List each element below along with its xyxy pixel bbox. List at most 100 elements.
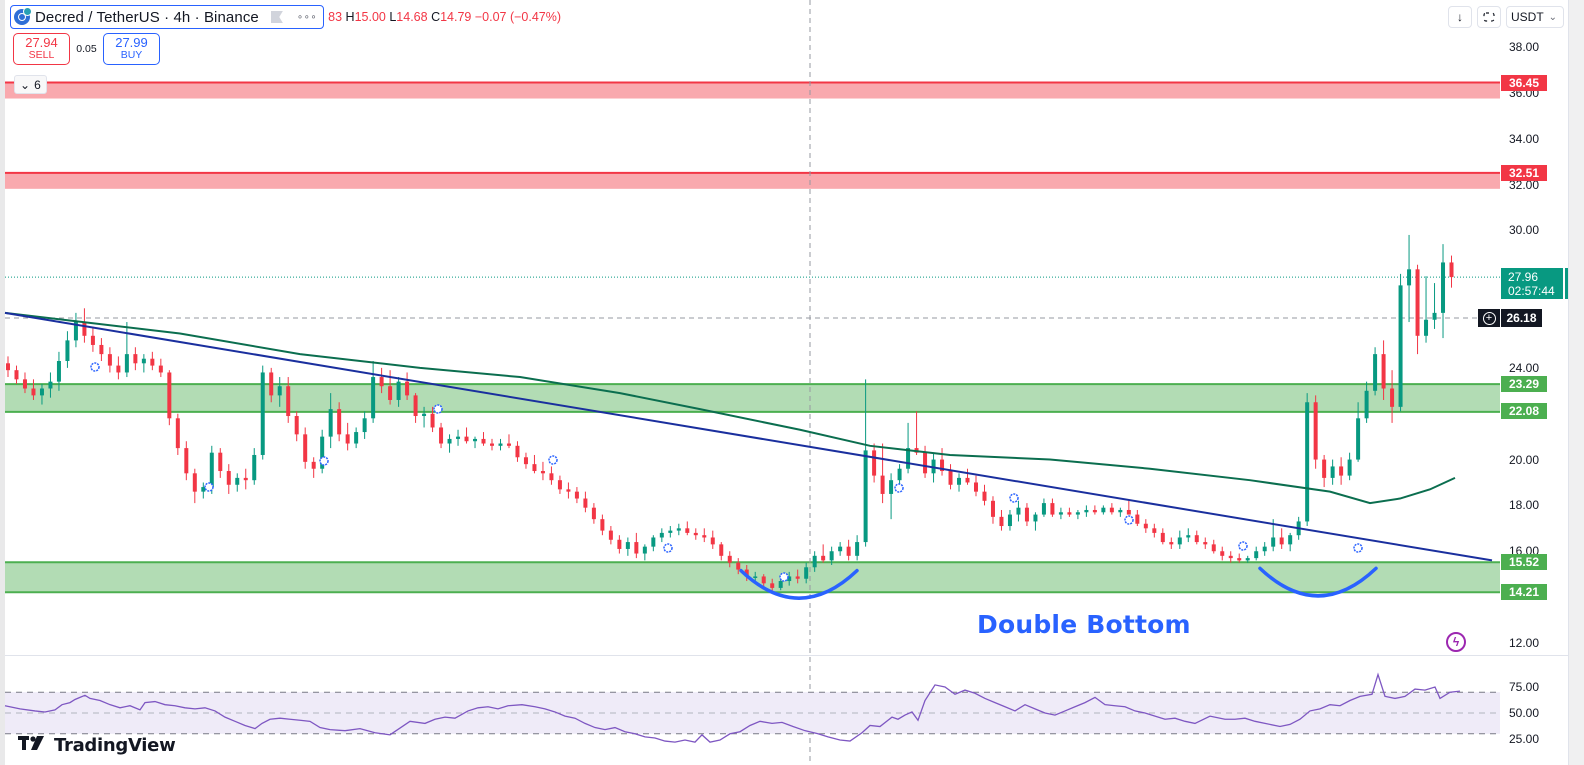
- close-value: 14.79: [440, 10, 472, 24]
- rsi-line: [4, 672, 1461, 743]
- candle-body: [218, 452, 223, 472]
- crosshair-price-tag: 26.18: [1501, 309, 1542, 327]
- buy-price: 27.99: [115, 35, 148, 50]
- candle-body: [736, 562, 741, 570]
- candle-body: [897, 468, 902, 481]
- candle-body: [1322, 459, 1327, 478]
- tradingview-logo[interactable]: TradingView: [18, 734, 176, 756]
- candle-body: [744, 569, 749, 577]
- candle-body: [439, 427, 444, 444]
- candle-body: [727, 555, 732, 563]
- candle-body: [1381, 354, 1386, 389]
- candle-body: [693, 532, 698, 536]
- event-marker: [433, 404, 443, 414]
- candle-body: [957, 477, 962, 485]
- candle-body: [804, 567, 809, 579]
- price-axis-tick: 12.00: [1509, 635, 1540, 650]
- rsi-axis-tick: 50.00: [1509, 706, 1540, 720]
- candle-body: [90, 335, 95, 345]
- candle-body: [906, 448, 911, 469]
- candle-body: [1288, 535, 1293, 545]
- price-axis-tick: 18.00: [1509, 498, 1540, 513]
- resistance-price-tag: 36.45: [1501, 75, 1547, 91]
- candle-body: [277, 386, 282, 396]
- candle-body: [889, 480, 894, 494]
- candle-body: [39, 388, 44, 396]
- sell-button[interactable]: 27.94 SELL: [13, 33, 70, 65]
- candle-body: [405, 381, 410, 396]
- candle-body: [608, 530, 613, 540]
- buy-button[interactable]: 27.99 BUY: [103, 33, 160, 65]
- candle-body: [184, 448, 189, 474]
- candle-body: [226, 471, 231, 485]
- candle-body: [940, 459, 945, 472]
- candle-body: [1279, 537, 1284, 545]
- zone-rect: [5, 172, 1500, 189]
- add-alert-button[interactable]: +: [1478, 309, 1500, 327]
- candle-body: [1033, 514, 1038, 522]
- candle-body: [719, 544, 724, 556]
- candle-body: [566, 489, 571, 492]
- candle-body: [31, 388, 36, 396]
- sell-label: SELL: [28, 49, 55, 61]
- trade-buttons: 27.94 SELL 0.05 27.99 BUY: [13, 33, 160, 65]
- candle-body: [676, 528, 681, 531]
- plus-circle-icon: +: [1482, 311, 1496, 325]
- event-marker: [1353, 543, 1363, 553]
- candle-body: [829, 551, 834, 561]
- fullscreen-button[interactable]: [1477, 6, 1501, 28]
- candle-body: [48, 381, 53, 389]
- candle-body: [999, 516, 1004, 527]
- candle-body: [175, 418, 180, 449]
- candle-body: [1024, 507, 1029, 522]
- candle-body: [490, 443, 494, 446]
- candle-body: [974, 482, 978, 492]
- candle-body: [863, 450, 868, 543]
- candle-body: [430, 413, 435, 428]
- lightning-icon[interactable]: ϟ: [1446, 632, 1466, 652]
- indicators-collapse-button[interactable]: ⌄ 6: [14, 75, 47, 94]
- pane-separator[interactable]: [5, 655, 1568, 656]
- candle-body: [982, 491, 987, 501]
- more-options-icon[interactable]: ∘∘∘: [296, 11, 318, 23]
- symbol-selector[interactable]: Decred / TetherUS · 4h · Binance ∘∘∘: [10, 5, 325, 29]
- candle-body: [133, 354, 138, 364]
- currency-select[interactable]: USDT ⌄: [1506, 6, 1564, 28]
- candle-body: [1373, 354, 1378, 391]
- right-scroll-edge[interactable]: [1568, 0, 1584, 765]
- candle-body: [1007, 514, 1012, 527]
- event-marker: [894, 483, 904, 493]
- top-right-controls: ↓ USDT ⌄: [1448, 6, 1564, 28]
- candle-body: [1364, 390, 1369, 419]
- candle-body: [557, 480, 562, 490]
- candle-body: [473, 438, 478, 442]
- ohlc-values: 83 H15.00 L14.68 C14.79 −0.07 (−0.47%): [328, 10, 561, 24]
- candle-body: [540, 471, 545, 474]
- event-marker: [319, 456, 329, 466]
- candle-body: [855, 542, 860, 556]
- event-marker: [204, 482, 214, 492]
- spread-value: 0.05: [76, 43, 97, 55]
- currency-value: USDT: [1511, 10, 1544, 24]
- candle-body: [1398, 285, 1403, 407]
- candle-body: [235, 477, 240, 485]
- flag-icon[interactable]: [270, 11, 283, 23]
- candle-body: [838, 546, 843, 552]
- event-marker: [779, 572, 789, 582]
- open-value-partial: 83: [328, 10, 343, 24]
- candle-body: [192, 473, 197, 492]
- price-axis-tick: 20.00: [1509, 452, 1540, 467]
- last-price: 27.96: [1508, 270, 1539, 284]
- candle-body: [22, 379, 27, 389]
- candle-body: [1194, 535, 1199, 543]
- candle-body: [710, 537, 715, 545]
- change-value: −0.07 (−0.47%): [474, 10, 562, 24]
- candle-body: [574, 491, 579, 499]
- candle-body: [1169, 542, 1174, 545]
- symbol-legend: Decred / TetherUS · 4h · Binance ∘∘∘ 83 …: [10, 5, 561, 29]
- candle-body: [1109, 507, 1114, 513]
- candle-body: [303, 434, 308, 462]
- double-bottom-label[interactable]: Double Bottom: [977, 610, 1191, 639]
- download-button[interactable]: ↓: [1448, 6, 1472, 28]
